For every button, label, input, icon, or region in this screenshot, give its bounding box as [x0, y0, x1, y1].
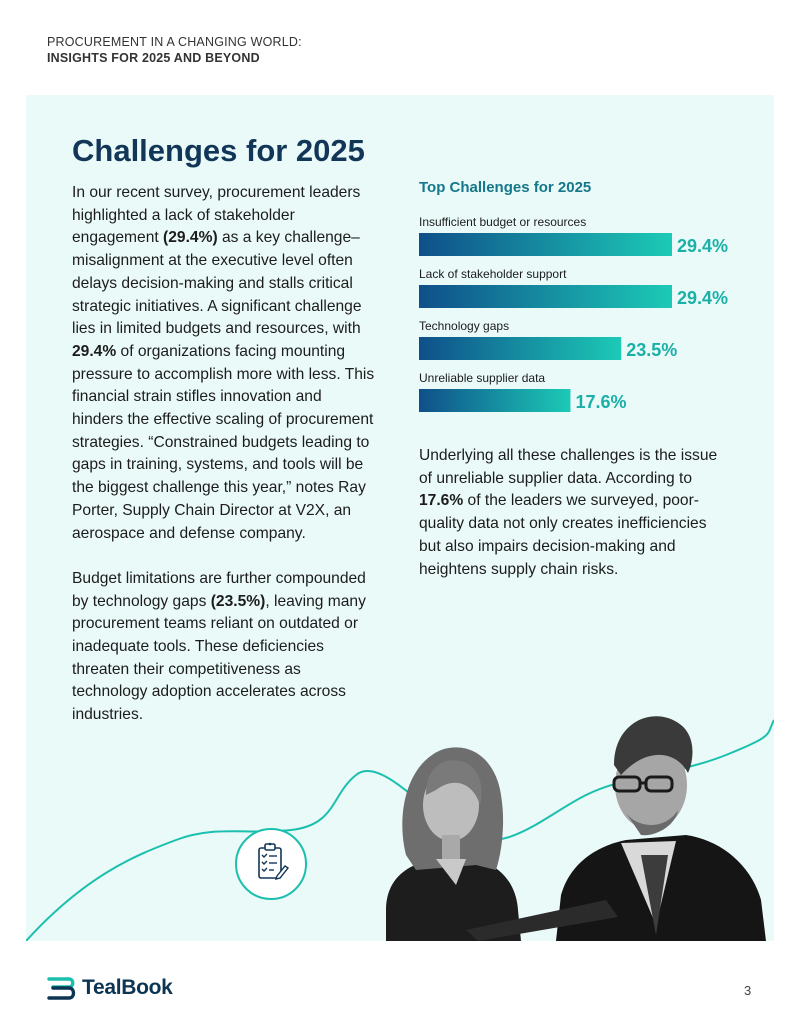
highlight-stat: 29.4% — [72, 342, 117, 360]
bar — [419, 389, 571, 412]
paragraph-1: In our recent survey, procurement leader… — [72, 182, 377, 545]
value-label: 29.4% — [677, 236, 728, 256]
logo-wordmark: TealBook — [82, 976, 173, 999]
page-number: 3 — [744, 983, 752, 998]
highlight-stat: (23.5%) — [210, 592, 266, 610]
page-title: Challenges for 2025 — [72, 133, 365, 168]
bar — [419, 233, 672, 256]
text-run: In our recent survey, procurement leader… — [72, 184, 361, 247]
highlight-stat: (29.4%) — [163, 229, 218, 247]
bar — [419, 285, 672, 308]
left-column: In our recent survey, procurement leader… — [72, 182, 377, 727]
chart-title: Top Challenges for 2025 — [419, 179, 592, 196]
text-run: as a key challenge– misalignment at the … — [72, 229, 362, 338]
category-label: Technology gaps — [419, 319, 509, 333]
two-business-people-photo — [386, 716, 766, 941]
content-panel: Challenges for 2025 In our recent survey… — [26, 95, 774, 941]
category-label: Unreliable supplier data — [419, 371, 545, 385]
text-run: of organizations facing mounting pressur… — [72, 342, 375, 542]
text-run: , leaving many procurement teams reliant… — [72, 592, 366, 724]
chart-svg: Insufficient budget or resources 29.4% Lac… — [419, 215, 728, 412]
text-run: Budget limitations are further compounde… — [72, 569, 366, 610]
value-label: 17.6% — [575, 392, 626, 412]
value-label: 23.5% — [626, 340, 677, 360]
tealbook-logo-icon — [47, 977, 76, 1000]
paragraph-3: Underlying all these challenges is the i… — [419, 445, 719, 581]
category-label: Insufficient budget or resources — [419, 215, 586, 229]
challenges-chart: Top Challenges for 2025 Insufficient bud… — [419, 179, 749, 419]
text-run: of the leaders we surveyed, poor-quality… — [419, 492, 707, 578]
category-label: Lack of stakeholder support — [419, 267, 567, 281]
running-header: PROCUREMENT IN A CHANGING WORLD: INSIGHT… — [47, 34, 302, 66]
right-column: Underlying all these challenges is the i… — [419, 445, 719, 581]
header-line-1: PROCUREMENT IN A CHANGING WORLD: — [47, 35, 302, 49]
value-label: 29.4% — [677, 288, 728, 308]
bar — [419, 337, 622, 360]
text-run: Underlying all these challenges is the i… — [419, 447, 718, 487]
header-line-2: INSIGHTS FOR 2025 AND BEYOND — [47, 51, 260, 65]
clipboard-checklist-icon — [235, 828, 307, 900]
highlight-stat: 17.6% — [419, 492, 464, 510]
paragraph-2: Budget limitations are further compounde… — [72, 568, 377, 727]
